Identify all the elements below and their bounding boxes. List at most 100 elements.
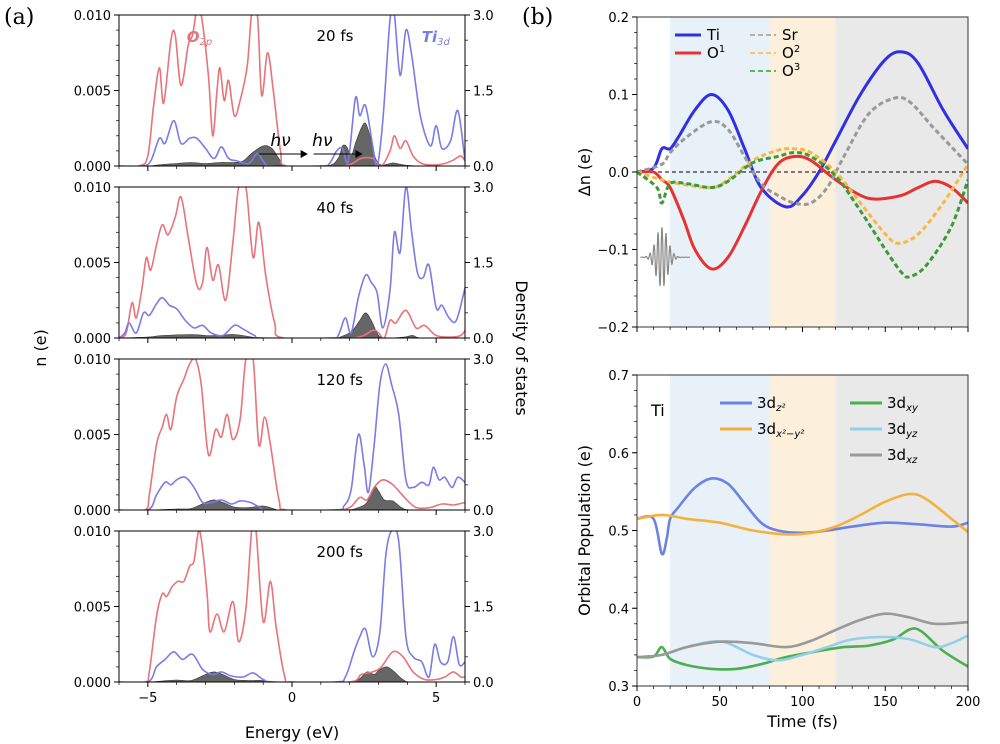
- ytick-label: 0.2: [608, 11, 629, 26]
- series-line-1: [637, 492, 968, 536]
- ytick-label: 0.7: [608, 369, 629, 384]
- plot-area: [119, 15, 465, 166]
- legend-label: Ti: [706, 26, 720, 44]
- ytick-right-label: 0.0: [473, 676, 494, 691]
- series-line-4: [637, 151, 968, 279]
- xtick-label: 150: [873, 695, 898, 710]
- ti3d-dos-line: [119, 187, 465, 338]
- legend-subscript: x²−y²: [775, 429, 804, 440]
- y-axis-right-label: Density of states: [512, 280, 531, 415]
- series-line-1: [637, 154, 968, 271]
- ytick-label: 0.6: [608, 447, 629, 462]
- panel-label-b: (b): [522, 5, 553, 30]
- ytick-right-label: 0.0: [473, 504, 494, 519]
- ytick-right-label: 3.0: [473, 525, 494, 540]
- ytick-label: 0.010: [74, 525, 111, 540]
- legend-item: Ti: [675, 26, 720, 44]
- n-filled-area: [119, 666, 465, 682]
- o2p-dos-line: [119, 531, 465, 682]
- y-axis-label: Δn (e): [575, 148, 594, 197]
- plot-area: [119, 187, 465, 338]
- hv-label-1: hν: [270, 131, 291, 151]
- legend-superscript: 1: [719, 44, 725, 55]
- ytick-right-label: 1.5: [473, 257, 494, 272]
- time-label: 120 fs: [317, 371, 364, 389]
- legend-superscript: 3: [794, 62, 800, 73]
- ytick-right-label: 3.0: [473, 181, 494, 196]
- arrow-2-head: [355, 150, 363, 158]
- ytick-label: 0.005: [74, 257, 111, 272]
- ti3d-dos-line: [119, 15, 465, 166]
- legend-subscript: z²: [775, 403, 785, 414]
- legend-item: Sr: [750, 26, 799, 44]
- ytick-label: 0.010: [74, 181, 111, 196]
- ytick-right-label: 1.5: [473, 429, 494, 444]
- ytick-right-label: 0.0: [473, 160, 494, 175]
- ytick-label: 0.3: [608, 680, 629, 695]
- series-line-4: [637, 612, 968, 659]
- subplot-40fs: 0.000 0.005 0.010 0.0 1.5 3.0 40 fs: [74, 181, 494, 347]
- ti3d-dos-line: [119, 531, 465, 682]
- ytick-label: 0.1: [608, 89, 629, 104]
- ti3d-annotation: Ti3d: [422, 28, 451, 48]
- ytick-label: 0.4: [608, 602, 629, 617]
- time-label: 200 fs: [317, 543, 364, 561]
- xtick-label: 50: [711, 695, 728, 710]
- ytick-label: 0.010: [74, 9, 111, 24]
- o2p-dos-line: [119, 187, 465, 338]
- ytick-right-label: 1.5: [473, 601, 494, 616]
- ytick-right-label: 1.5: [473, 85, 494, 100]
- ytick-label: 0.000: [74, 160, 111, 175]
- ytick-label: 0.000: [74, 504, 111, 519]
- ytick-right-label: 0.0: [473, 332, 494, 347]
- series-line-2: [637, 627, 968, 671]
- n-filled-area: [119, 312, 465, 338]
- series-line-0: [637, 476, 968, 556]
- xtick-label: −5: [138, 691, 157, 706]
- panel-b-bottom: 0.3 0.4 0.5 0.6 0.7 0 50 100 150 200 Time (fs) Orbi…: [575, 369, 980, 731]
- ti3d-subscript: 3d: [437, 37, 450, 48]
- o2p-subscript: 2p: [200, 37, 213, 48]
- legend-subscript: xz: [905, 455, 918, 466]
- x-axis-label: Time (fs): [766, 712, 838, 731]
- o2p-dos-line: [119, 359, 465, 510]
- legend-superscript: 2: [794, 44, 800, 55]
- subplot-120fs: 0.000 0.005 0.010 0.0 1.5 3.0 120 fs: [74, 353, 494, 519]
- y-axis-label: n (e): [31, 329, 50, 367]
- ytick-label: 0.010: [74, 353, 111, 368]
- ytick-label: −0.2: [597, 321, 629, 336]
- ti3d-dos-line: [119, 363, 465, 510]
- plot-area: [119, 359, 465, 510]
- time-label: 40 fs: [317, 199, 354, 217]
- time-label: 20 fs: [317, 27, 354, 45]
- ytick-label: 0.005: [74, 429, 111, 444]
- ytick-label: 0.005: [74, 601, 111, 616]
- legend-label: Sr: [782, 26, 799, 44]
- plot-area: [637, 50, 968, 287]
- x-axis-label: Energy (eV): [245, 723, 339, 742]
- ytick-label: −0.1: [597, 244, 629, 259]
- n-filled-area: [119, 122, 465, 166]
- series-line-0: [637, 50, 968, 209]
- xtick-label: 100: [790, 695, 815, 710]
- legend-subscript: xy: [905, 403, 919, 414]
- plot-area: [637, 476, 968, 671]
- plot-area: [119, 531, 465, 682]
- xtick-label: 200: [956, 695, 981, 710]
- hv-label-2: hν: [312, 131, 333, 151]
- panel-label-a: (a): [4, 5, 34, 30]
- y-axis-label: Orbital Population (e): [575, 445, 594, 616]
- legend-subscript: yz: [905, 429, 918, 440]
- xtick-label: 0: [633, 695, 641, 710]
- ti-annotation: Ti: [650, 401, 665, 420]
- xtick-label: 0: [288, 691, 296, 706]
- ytick-label: 0.000: [74, 332, 111, 347]
- subplot-200fs: 0.000 0.005 0.010 0.0 1.5 3.0 200 fs −5 0 5: [74, 525, 494, 706]
- ytick-right-label: 3.0: [473, 353, 494, 368]
- o2p-dos-line: [119, 15, 465, 166]
- ytick-right-label: 3.0: [473, 9, 494, 24]
- ytick-label: 0.000: [74, 676, 111, 691]
